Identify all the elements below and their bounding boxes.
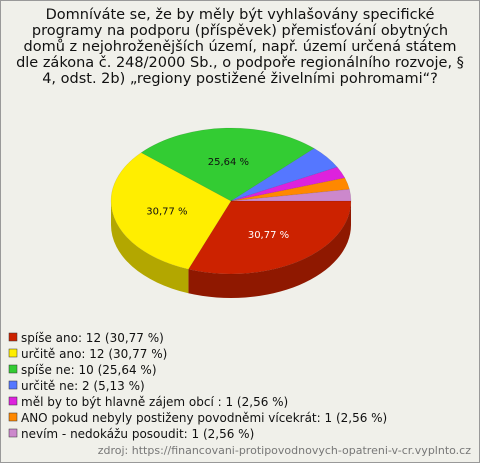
slice [230,148,338,202]
legend-label: spíše ano: 12 (30,77 %) [21,331,164,345]
legend-swatch [8,412,18,422]
legend-swatch [8,332,18,342]
slice [188,200,352,275]
slice-label: 25,64 % [208,157,249,168]
slice [110,152,232,270]
slice [230,189,352,202]
legend-label: určitě ano: 12 (30,77 %) [21,347,167,361]
legend-label: nevím - nedokážu posoudit: 1 (2,56 %) [21,427,254,441]
slice-side [111,201,189,294]
legend-swatch [8,348,18,358]
legend-swatch [8,428,18,438]
slice-side [188,201,351,299]
legend-label: určitě ne: 2 (5,13 %) [21,379,145,393]
legend-swatch [8,380,18,390]
source: zdroj: https://financovani-protipovodnov… [98,444,471,457]
slice [230,177,350,202]
chart-title: Domníváte se, že by měly být vyhlašovány… [16,7,464,87]
slice-label: 30,77 % [248,230,289,241]
slice [230,166,346,202]
legend-swatch [8,396,18,406]
legend-label: ANO pokud nebyly postiženy povodněmi víc… [21,411,387,425]
slice [140,127,315,202]
legend-swatch [8,364,18,374]
legend-label: spíše ne: 10 (25,64 %) [21,363,157,377]
legend-label: měl by to být hlavně zájem obcí : 1 (2,5… [21,395,288,409]
slice-label: 30,77 % [146,207,187,218]
